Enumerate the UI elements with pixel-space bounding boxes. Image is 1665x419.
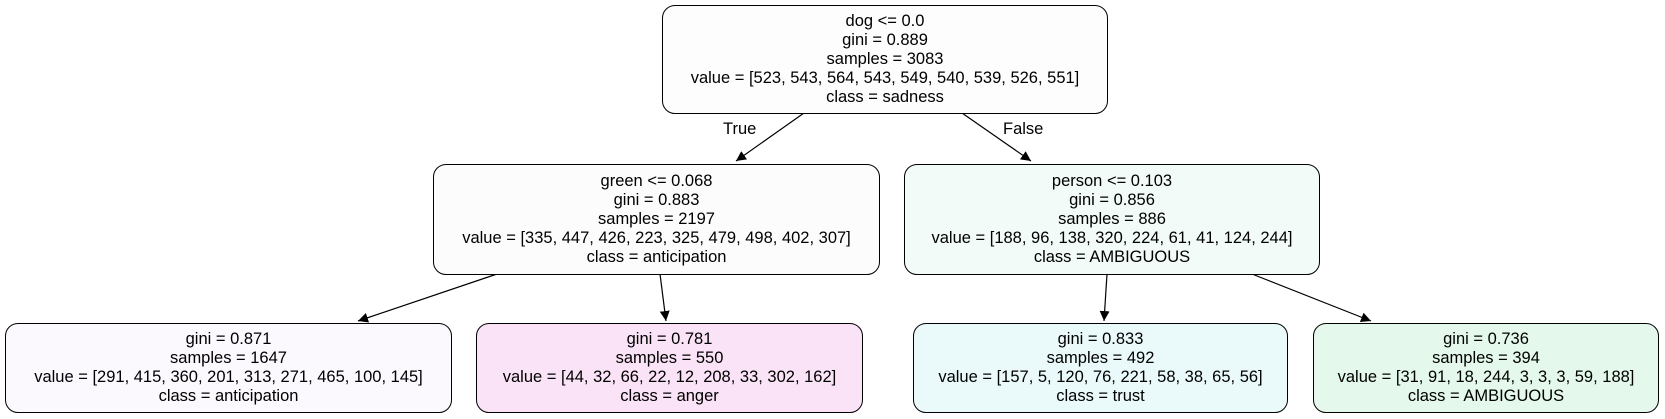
- leaf-right-left-value: value = [157, 5, 120, 76, 221, 58, 38, 6…: [938, 368, 1263, 386]
- node-right-rule: person <= 0.103: [1051, 172, 1173, 190]
- node-root-value: value = [523, 543, 564, 543, 549, 540, 5…: [690, 69, 1080, 87]
- node-root: dog <= 0.0 gini = 0.889 samples = 3083 v…: [662, 5, 1108, 114]
- node-left-samples: samples = 2197: [598, 210, 715, 228]
- edge-root-right: [961, 112, 1032, 162]
- node-left-gini: gini = 0.883: [613, 191, 700, 209]
- leaf-right-right-value: value = [31, 91, 18, 244, 3, 3, 3, 59, 1…: [1337, 368, 1635, 386]
- leaf-right-right-gini: gini = 0.736: [1443, 330, 1529, 348]
- leaf-right-left: gini = 0.833 samples = 492 value = [157,…: [913, 323, 1288, 413]
- node-right-samples: samples = 886: [1058, 210, 1166, 228]
- edge-label-true: True: [723, 120, 757, 138]
- node-root-class: class = sadness: [826, 88, 944, 106]
- leaf-left-left: gini = 0.871 samples = 1647 value = [291…: [5, 323, 452, 413]
- edge-left-leaf-lr: [659, 273, 670, 322]
- node-left: green <= 0.068 gini = 0.883 samples = 21…: [433, 164, 880, 275]
- leaf-right-left-gini: gini = 0.833: [1057, 330, 1144, 348]
- leaf-right-right: gini = 0.736 samples = 394 value = [31, …: [1313, 323, 1659, 413]
- node-left-value: value = [335, 447, 426, 223, 325, 479, 4…: [462, 229, 851, 247]
- node-right-class: class = AMBIGUOUS: [1033, 248, 1191, 266]
- leaf-left-right-gini: gini = 0.781: [626, 330, 713, 348]
- leaf-right-right-samples: samples = 394: [1432, 349, 1540, 367]
- node-left-rule: green <= 0.068: [600, 172, 713, 190]
- edge-right-leaf-rl: [1099, 273, 1110, 322]
- node-root-gini: gini = 0.889: [842, 31, 928, 49]
- edge-root-left: [735, 112, 805, 162]
- leaf-left-left-samples: samples = 1647: [170, 349, 287, 367]
- leaf-left-left-value: value = [291, 415, 360, 201, 313, 271, 4…: [34, 368, 423, 386]
- leaf-right-left-class: class = trust: [1056, 387, 1145, 405]
- leaf-left-right: gini = 0.781 samples = 550 value = [44, …: [476, 323, 863, 413]
- node-left-class: class = anticipation: [586, 248, 727, 266]
- leaf-left-right-samples: samples = 550: [615, 349, 724, 367]
- node-root-samples: samples = 3083: [826, 50, 944, 68]
- node-right-gini: gini = 0.856: [1069, 191, 1155, 209]
- node-right-value: value = [188, 96, 138, 320, 224, 61, 41,…: [931, 229, 1293, 247]
- leaf-left-left-class: class = anticipation: [158, 387, 299, 405]
- leaf-left-left-gini: gini = 0.871: [185, 330, 272, 348]
- leaf-right-left-samples: samples = 492: [1046, 349, 1155, 367]
- leaf-left-right-value: value = [44, 32, 66, 22, 12, 208, 33, 30…: [502, 368, 837, 386]
- edge-left-leaf-ll: [357, 273, 498, 323]
- edge-label-false: False: [1003, 120, 1044, 138]
- node-right: person <= 0.103 gini = 0.856 samples = 8…: [904, 164, 1320, 275]
- edge-right-leaf-rr: [1251, 273, 1372, 322]
- leaf-left-right-class: class = anger: [620, 387, 719, 405]
- leaf-right-right-class: class = AMBIGUOUS: [1407, 387, 1565, 405]
- node-root-rule: dog <= 0.0: [845, 12, 925, 30]
